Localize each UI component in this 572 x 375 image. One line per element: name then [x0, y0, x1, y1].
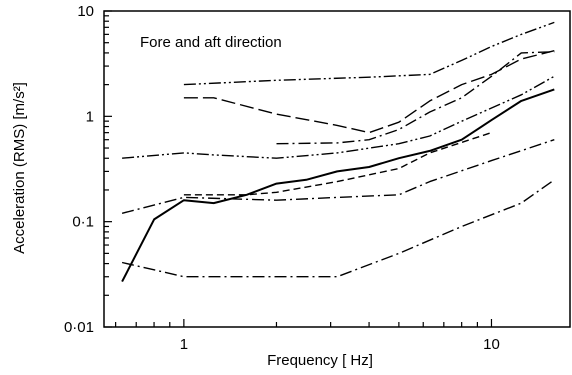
y-axis-label: Acceleration (RMS) [m/s²] [11, 82, 28, 254]
ticks [104, 10, 493, 328]
series-line-2 [183, 21, 555, 86]
y-tick-label: 1 [86, 108, 94, 125]
y-tick-label: 10 [77, 3, 94, 20]
plot-frame [103, 10, 571, 328]
series-line-6 [183, 131, 492, 196]
tick-labels: 1 10 0·01 0·1 1 10 [64, 3, 500, 353]
y-tick-label: 0·1 [72, 214, 94, 231]
x-tick-label: 10 [483, 336, 500, 353]
series-line-1 [121, 88, 555, 283]
series-line-7 [121, 139, 555, 214]
series-line-5 [122, 75, 555, 159]
x-axis-label: Frequency [ Hz] [267, 352, 373, 369]
series-line-4 [276, 51, 555, 145]
series-group [121, 21, 555, 283]
annotation-text: Fore and aft direction [140, 34, 282, 51]
x-tick-label: 1 [180, 336, 188, 353]
series-line-3 [183, 50, 555, 134]
series-line-8 [121, 179, 555, 278]
y-tick-label: 0·01 [64, 319, 94, 336]
